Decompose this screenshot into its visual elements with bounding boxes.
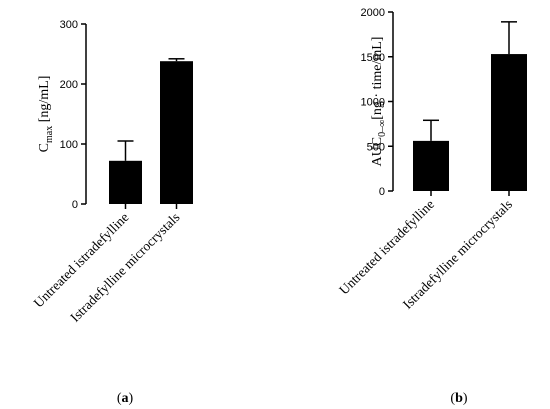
panel-label: (b) [450, 391, 467, 406]
y-axis-label-main: C [37, 143, 52, 152]
y-tick-label: 200 [60, 79, 78, 91]
bar [160, 61, 193, 205]
category-label: Untreated istradefylline [31, 210, 132, 311]
y-tick-label: 1000 [361, 97, 385, 109]
y-axis-label-unit: [ng/mL] [37, 76, 52, 126]
y-axis-label: AUC0–∞[ng · time/mL] [370, 37, 388, 167]
y-tick-label: 0 [379, 186, 385, 198]
y-axis-label-main: AUC [370, 137, 385, 167]
bar [491, 54, 527, 191]
y-axis-label-subscript: 0–∞ [377, 120, 388, 137]
y-axis-label-unit: [ng · time/mL] [370, 37, 385, 120]
y-axis-label-subscript: max [44, 126, 55, 143]
y-axis-label: Cmax [ng/mL] [37, 76, 55, 153]
bar [109, 160, 142, 204]
panel-label: (a) [117, 391, 134, 406]
chart-panel-a: 0 100 200 300 Untreated istradefyllineIstrad… [31, 19, 193, 406]
y-tick-label: 500 [367, 141, 385, 153]
bar [413, 140, 449, 191]
category-label: Istradefylline microcrystals [67, 210, 182, 325]
y-tick-label: 1500 [361, 52, 385, 64]
y-tick-label: 0 [72, 199, 78, 211]
y-tick-label: 2000 [361, 7, 385, 19]
y-tick-label: 300 [60, 19, 78, 31]
y-tick-label: 100 [60, 139, 78, 151]
